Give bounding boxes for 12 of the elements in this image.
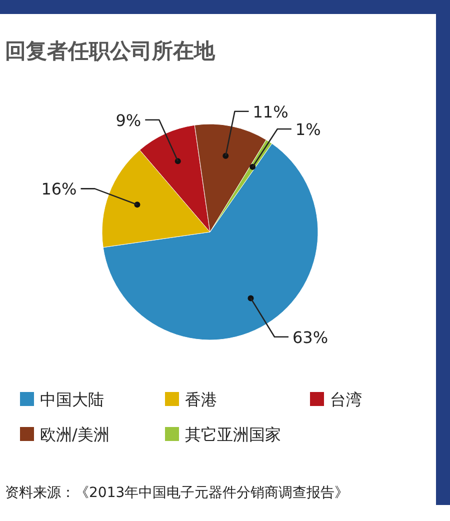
data-label: 1% — [295, 120, 321, 139]
legend-label: 其它亚洲国家 — [185, 425, 281, 444]
data-label: 16% — [41, 180, 77, 199]
data-label: 11% — [252, 102, 288, 122]
data-label: 9% — [116, 110, 142, 130]
legend-label: 香港 — [185, 390, 217, 409]
data-label: 63% — [292, 328, 328, 347]
text: 资料来源：《2013年中国电子元器件分销商调查报告》 — [5, 485, 349, 501]
legend-label: 中国大陆 — [40, 390, 104, 409]
legend-label: 欧洲/美洲 — [40, 425, 110, 444]
legend-label: 台湾 — [330, 390, 362, 409]
chart-title: 回复者任职公司所在地 — [5, 39, 216, 63]
